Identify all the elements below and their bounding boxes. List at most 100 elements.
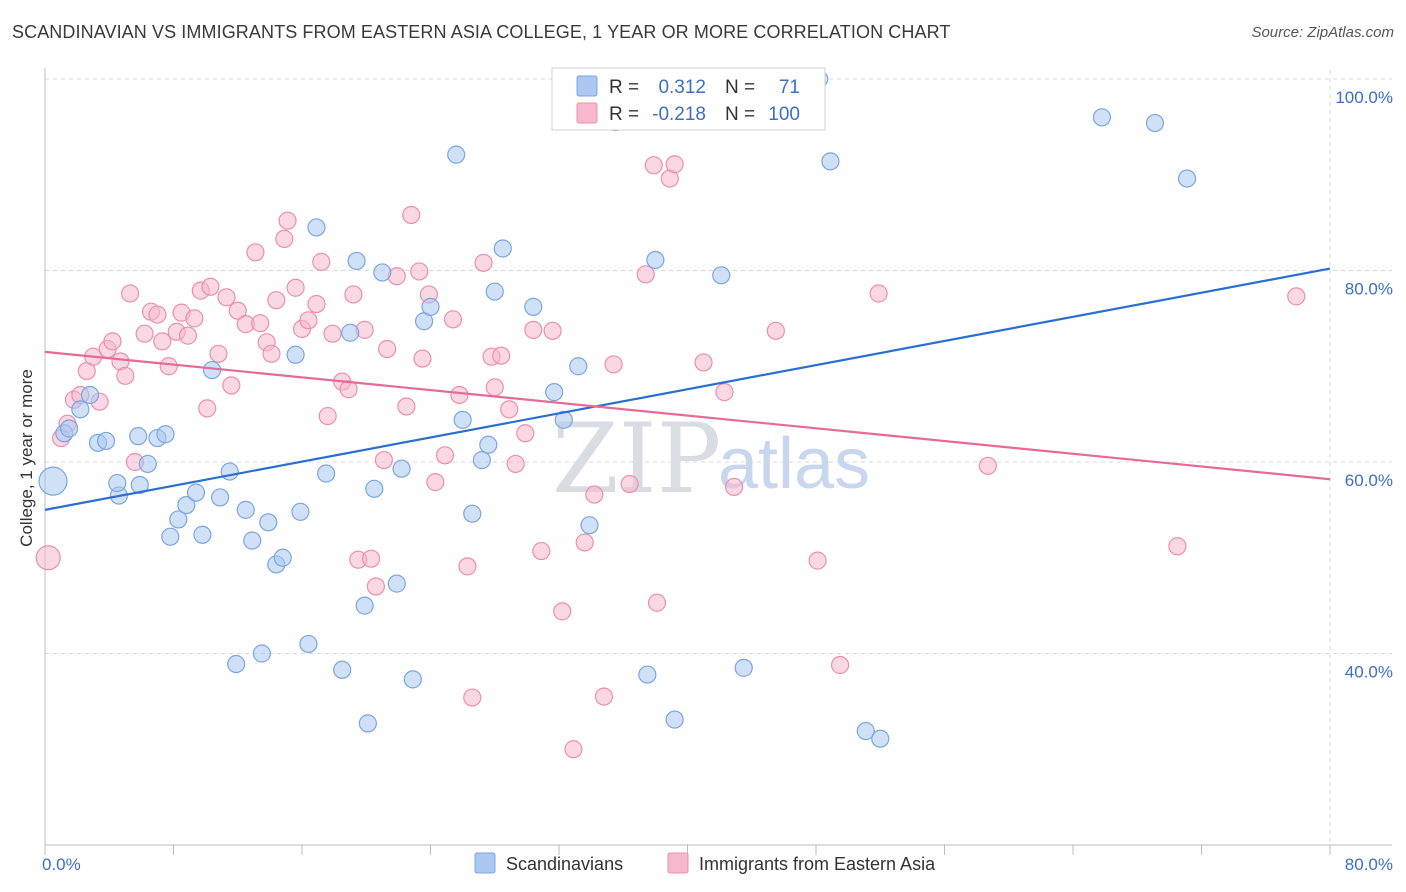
data-point-immigrants — [715, 383, 734, 402]
data-point-scandinavians — [156, 425, 175, 444]
data-point-immigrants — [435, 446, 455, 465]
data-point-immigrants — [262, 344, 281, 363]
y-tick-label: 80.0% — [1345, 280, 1393, 299]
data-point-immigrants — [978, 456, 997, 475]
data-point-scandinavians — [355, 596, 374, 615]
data-point-scandinavians — [638, 665, 657, 684]
series-immigrants-eastern-asia-points — [35, 155, 1306, 759]
data-point-scandinavians — [193, 525, 212, 544]
data-point-scandinavians — [387, 574, 406, 593]
data-point-immigrants — [564, 740, 583, 759]
data-point-immigrants — [485, 378, 504, 397]
data-point-immigrants — [201, 277, 220, 296]
data-point-scandinavians — [856, 721, 875, 741]
bottom-legend-swatch-scandinavians — [474, 852, 496, 874]
data-point-immigrants — [636, 265, 655, 284]
axes — [44, 68, 1392, 855]
data-point-immigrants — [159, 357, 178, 376]
data-point-immigrants — [474, 253, 493, 272]
watermark-zip: ZIP — [552, 403, 721, 515]
data-point-scandinavians — [227, 654, 246, 674]
legend-n-value-2: 100 — [768, 104, 800, 125]
data-point-scandinavians — [259, 513, 278, 532]
y-axis-label: College, 1 year or more — [17, 369, 36, 547]
data-point-immigrants — [553, 602, 572, 621]
data-point-immigrants — [413, 349, 432, 368]
data-point-immigrants — [361, 549, 381, 568]
data-point-scandinavians — [821, 152, 840, 171]
data-point-immigrants — [766, 321, 785, 340]
data-point-scandinavians — [220, 462, 239, 481]
data-point-immigrants — [344, 285, 363, 304]
data-point-scandinavians — [243, 531, 262, 550]
data-point-immigrants — [312, 252, 331, 271]
legend-swatch-immigrants — [576, 102, 598, 124]
data-point-scandinavians — [1145, 113, 1165, 133]
data-point-scandinavians — [392, 459, 411, 478]
data-point-immigrants — [286, 278, 305, 297]
data-point-immigrants — [532, 541, 551, 561]
data-point-scandinavians — [80, 385, 100, 405]
data-point-immigrants — [178, 326, 198, 345]
data-point-immigrants — [869, 284, 888, 303]
data-point-immigrants — [543, 321, 562, 340]
data-point-scandinavians — [252, 644, 271, 663]
source-credit: Source: ZipAtlas.com — [1251, 24, 1394, 41]
data-point-immigrants — [402, 205, 421, 225]
data-point-scandinavians — [236, 500, 255, 519]
data-point-immigrants — [808, 551, 827, 570]
data-point-scandinavians — [447, 145, 466, 164]
data-point-immigrants — [228, 301, 247, 320]
data-point-scandinavians — [161, 527, 180, 546]
data-point-scandinavians — [493, 239, 512, 258]
data-point-scandinavians — [177, 495, 196, 515]
legend-n-label-2: N = — [725, 104, 755, 125]
x-tick-label: 80.0% — [1345, 855, 1393, 874]
data-point-scandinavians — [472, 450, 491, 470]
data-point-scandinavians — [358, 714, 377, 733]
data-point-immigrants — [198, 399, 217, 418]
data-point-immigrants — [116, 366, 135, 385]
data-point-scandinavians — [291, 502, 310, 521]
data-point-scandinavians — [341, 323, 360, 342]
bottom-legend-label-immigrants: Immigrants from Eastern Asia — [699, 854, 936, 874]
data-point-scandinavians — [299, 634, 318, 654]
data-point-scandinavians — [273, 548, 292, 567]
tick-labels: 40.0% 60.0% 80.0% 100.0% 0.0% 80.0% — [42, 88, 1393, 874]
data-point-scandinavians — [712, 266, 731, 285]
data-point-immigrants — [148, 305, 167, 324]
data-point-immigrants — [506, 454, 525, 474]
data-point-scandinavians — [871, 729, 890, 748]
data-point-scandinavians — [580, 516, 599, 535]
data-point-immigrants — [121, 284, 140, 303]
data-point-immigrants — [307, 294, 326, 314]
data-point-immigrants — [443, 310, 463, 329]
y-tick-label: 40.0% — [1345, 663, 1393, 682]
data-point-immigrants — [246, 243, 265, 262]
data-point-scandinavians — [463, 504, 482, 523]
data-point-immigrants — [524, 320, 543, 339]
data-point-immigrants — [830, 655, 850, 675]
data-point-immigrants — [318, 406, 337, 426]
trend-lines — [44, 267, 1331, 511]
data-point-immigrants — [604, 355, 623, 374]
data-point-immigrants — [209, 344, 228, 363]
data-point-scandinavians — [1177, 169, 1197, 188]
y-tick-label: 100.0% — [1335, 88, 1393, 107]
legend-r-value-1: 0.312 — [658, 77, 706, 98]
data-point-scandinavians — [130, 475, 149, 495]
data-point-scandinavians — [1092, 108, 1112, 127]
data-point-immigrants — [217, 288, 236, 307]
data-point-immigrants — [366, 577, 385, 596]
data-point-scandinavians — [169, 510, 188, 529]
data-point-scandinavians — [71, 400, 90, 419]
data-point-scandinavians — [479, 435, 498, 454]
data-point-immigrants — [267, 291, 286, 310]
legend-box: R = 0.312 N = 71 R = -0.218 N = 100 — [551, 67, 826, 131]
data-point-scandinavians — [108, 473, 127, 493]
data-point-immigrants — [644, 156, 663, 175]
data-point-scandinavians — [485, 282, 504, 301]
data-point-scandinavians — [129, 427, 148, 446]
data-point-immigrants — [1168, 537, 1187, 556]
data-point-immigrants — [339, 380, 358, 399]
